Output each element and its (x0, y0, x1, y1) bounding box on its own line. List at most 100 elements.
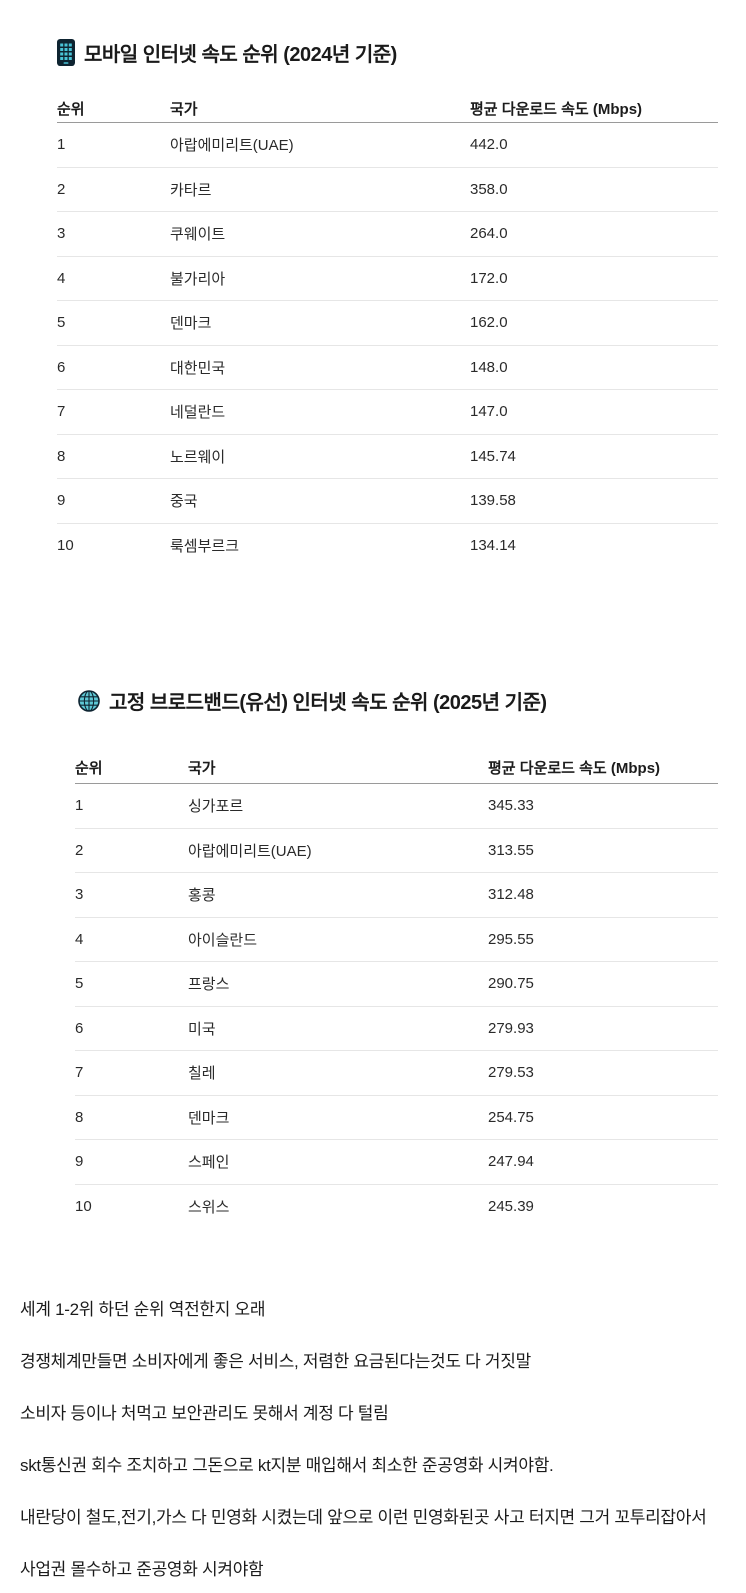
table-row: 2 아랍에미리트(UAE) 313.55 (75, 829, 718, 873)
mobile-speed-table: 순위 국가 평균 다운로드 속도 (Mbps) 1 아랍에미리트(UAE) 44… (57, 95, 718, 568)
speed-cell: 442.0 (470, 136, 508, 154)
speed-cell: 254.75 (488, 1108, 534, 1126)
table-row: 4 아이슬란드 295.55 (75, 918, 718, 962)
country-cell: 프랑스 (188, 976, 230, 994)
speed-cell: 345.33 (488, 797, 534, 815)
speed-cell: 290.75 (488, 975, 534, 993)
header-rank: 순위 (75, 760, 103, 777)
comment-line: 소비자 등이나 처먹고 보안관리도 못해서 계정 다 털림 (20, 1403, 389, 1423)
table-row: 3 홍콩 312.48 (75, 873, 718, 918)
table-row: 2 카타르 358.0 (57, 168, 718, 212)
rank-cell: 3 (75, 886, 84, 904)
broadband-section-title-row: 고정 브로드밴드(유선) 인터넷 속도 순위 (2025년 기준) (78, 686, 547, 715)
country-cell: 쿠웨이트 (170, 226, 226, 244)
comment-line: skt통신권 회수 조치하고 그돈으로 kt지분 매입해서 최소한 준공영화 시… (20, 1455, 554, 1475)
table-row: 8 노르웨이 145.74 (57, 435, 718, 479)
rank-cell: 2 (75, 841, 84, 859)
rank-cell: 6 (57, 358, 66, 376)
rank-cell: 8 (75, 1108, 84, 1126)
broadband-section-title: 고정 브로드밴드(유선) 인터넷 속도 순위 (2025년 기준) (109, 692, 547, 714)
country-cell: 대한민국 (170, 359, 226, 377)
commentary-block: 세계 1-2위 하던 순위 역전한지 오래 경쟁체계만들면 소비자에게 좋은 서… (20, 1281, 726, 1593)
table-row: 4 불가리아 172.0 (57, 257, 718, 301)
rank-cell: 3 (57, 225, 66, 243)
speed-cell: 162.0 (470, 314, 508, 332)
table-row: 3 쿠웨이트 264.0 (57, 212, 718, 257)
rank-cell: 8 (57, 447, 66, 465)
country-cell: 중국 (170, 493, 198, 511)
table-row: 9 스페인 247.94 (75, 1140, 718, 1185)
rank-cell: 10 (75, 1198, 92, 1216)
table-row: 5 프랑스 290.75 (75, 962, 718, 1007)
comment-line: 세계 1-2위 하던 순위 역전한지 오래 (20, 1299, 266, 1319)
rank-cell: 6 (75, 1019, 84, 1037)
table-row: 7 네덜란드 147.0 (57, 390, 718, 435)
rank-cell: 7 (57, 403, 66, 421)
speed-cell: 145.74 (470, 447, 516, 465)
mobile-section-title-row: 모바일 인터넷 속도 순위 (2024년 기준) (57, 38, 397, 67)
speed-cell: 134.14 (470, 537, 516, 555)
rank-cell: 9 (57, 492, 66, 510)
country-cell: 덴마크 (170, 315, 212, 333)
table-row: 8 덴마크 254.75 (75, 1096, 718, 1140)
rank-cell: 4 (57, 269, 66, 287)
broadband-speed-table: 순위 국가 평균 다운로드 속도 (Mbps) 1 싱가포르 345.33 2 … (75, 752, 718, 1229)
rank-cell: 2 (57, 180, 66, 198)
table-header-row: 순위 국가 평균 다운로드 속도 (Mbps) (57, 95, 718, 123)
table-body: 1 아랍에미리트(UAE) 442.0 2 카타르 358.0 3 쿠웨이트 2… (57, 123, 718, 568)
table-row: 6 대한민국 148.0 (57, 346, 718, 390)
speed-cell: 279.93 (488, 1019, 534, 1037)
mobile-section-title: 모바일 인터넷 속도 순위 (2024년 기준) (84, 44, 397, 66)
header-country: 국가 (188, 760, 216, 777)
country-cell: 홍콩 (188, 887, 216, 905)
speed-cell: 264.0 (470, 225, 508, 243)
table-body: 1 싱가포르 345.33 2 아랍에미리트(UAE) 313.55 3 홍콩 … (75, 784, 718, 1229)
speed-cell: 172.0 (470, 269, 508, 287)
speed-cell: 148.0 (470, 358, 508, 376)
header-country: 국가 (170, 101, 198, 118)
table-row: 1 아랍에미리트(UAE) 442.0 (57, 123, 718, 168)
speed-cell: 295.55 (488, 930, 534, 948)
country-cell: 스위스 (188, 1199, 230, 1217)
table-row: 10 스위스 245.39 (75, 1185, 718, 1230)
table-row: 7 칠레 279.53 (75, 1051, 718, 1096)
globe-icon (78, 689, 100, 712)
country-cell: 아이슬란드 (188, 931, 258, 949)
header-rank: 순위 (57, 101, 85, 118)
speed-cell: 312.48 (488, 886, 534, 904)
rank-cell: 4 (75, 930, 84, 948)
table-row: 1 싱가포르 345.33 (75, 784, 718, 829)
header-speed: 평균 다운로드 속도 (Mbps) (470, 101, 643, 118)
country-cell: 미국 (188, 1020, 216, 1038)
country-cell: 카타르 (170, 181, 212, 199)
country-cell: 스페인 (188, 1154, 230, 1172)
rank-cell: 1 (57, 136, 66, 154)
country-cell: 아랍에미리트(UAE) (170, 137, 294, 155)
rank-cell: 5 (75, 975, 84, 993)
speed-cell: 247.94 (488, 1153, 534, 1171)
table-row: 6 미국 279.93 (75, 1007, 718, 1051)
country-cell: 칠레 (188, 1065, 216, 1083)
mobile-phone-icon (57, 39, 75, 66)
country-cell: 노르웨이 (170, 448, 226, 466)
table-row: 5 덴마크 162.0 (57, 301, 718, 346)
speed-cell: 279.53 (488, 1064, 534, 1082)
phone-app-grid (60, 43, 72, 64)
comment-line: 사업권 몰수하고 준공영화 시켜야함 (20, 1559, 264, 1579)
country-cell: 싱가포르 (188, 798, 244, 816)
speed-cell: 139.58 (470, 492, 516, 510)
rank-cell: 1 (75, 797, 84, 815)
speed-cell: 358.0 (470, 180, 508, 198)
table-row: 10 룩셈부르크 134.14 (57, 524, 718, 569)
speed-cell: 313.55 (488, 841, 534, 859)
comment-line: 경쟁체계만들면 소비자에게 좋은 서비스, 저렴한 요금된다는것도 다 거짓말 (20, 1351, 531, 1371)
country-cell: 불가리아 (170, 270, 226, 288)
country-cell: 아랍에미리트(UAE) (188, 842, 312, 860)
speed-cell: 245.39 (488, 1198, 534, 1216)
country-cell: 룩셈부르크 (170, 538, 240, 556)
country-cell: 네덜란드 (170, 404, 226, 422)
rank-cell: 5 (57, 314, 66, 332)
speed-cell: 147.0 (470, 403, 508, 421)
table-row: 9 중국 139.58 (57, 479, 718, 524)
country-cell: 덴마크 (188, 1109, 230, 1127)
